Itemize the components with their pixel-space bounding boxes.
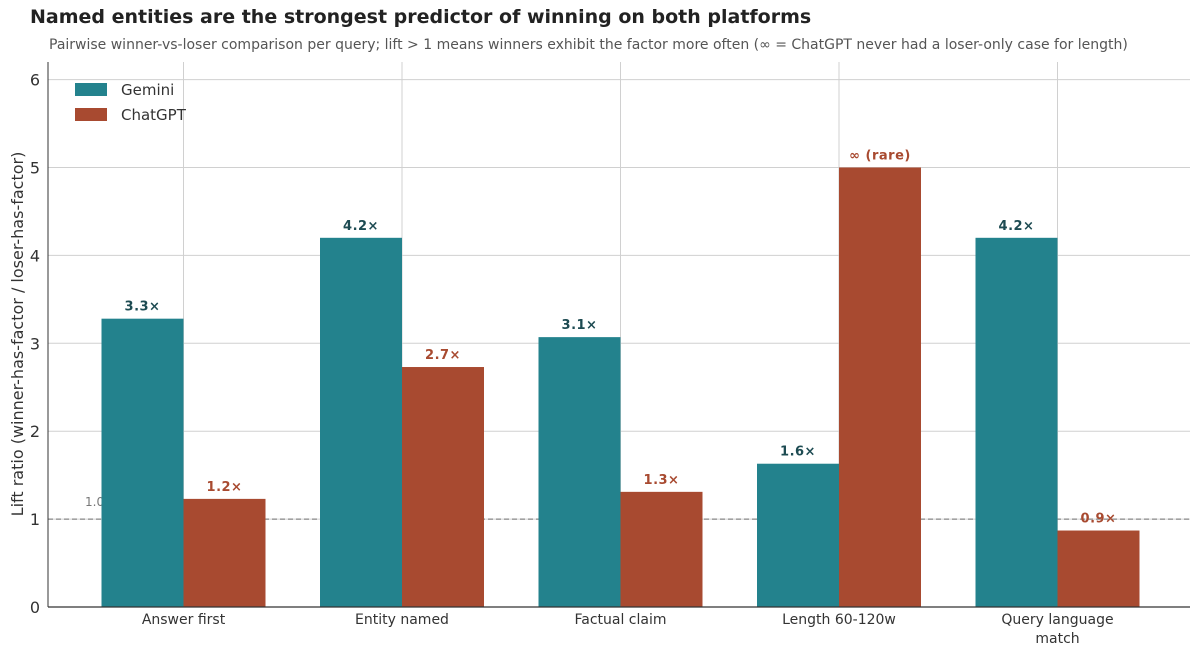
bar-gemini <box>975 237 1058 607</box>
value-label-gemini: 1.6× <box>780 445 816 460</box>
y-tick-label: 6 <box>30 71 40 90</box>
bar-gemini <box>101 318 184 607</box>
value-label-chatgpt: 1.3× <box>644 473 680 488</box>
value-label-gemini: 3.3× <box>125 300 161 315</box>
legend: Gemini ChatGPT <box>75 81 187 124</box>
bar-chatgpt <box>402 367 484 607</box>
y-tick-label: 0 <box>30 598 40 617</box>
value-label-gemini: 4.2× <box>343 219 379 234</box>
x-tick-label: Query language match <box>1001 612 1113 647</box>
x-tick-label: Answer first <box>142 612 226 628</box>
y-tick-label: 3 <box>30 334 40 353</box>
x-tick-label: Factual claim <box>574 612 666 628</box>
value-label-chatgpt: 1.2× <box>207 480 243 495</box>
bar-chatgpt <box>1057 530 1140 607</box>
legend-label-chatgpt: ChatGPT <box>121 106 187 124</box>
legend-swatch-gemini <box>75 83 107 96</box>
x-tick-label: Length 60-120w <box>782 612 896 628</box>
bar-gemini <box>538 337 621 607</box>
bar-chatgpt <box>620 491 703 607</box>
value-label-gemini: 4.2× <box>999 219 1035 234</box>
bar-gemini <box>757 463 839 607</box>
bar-gemini <box>320 237 402 607</box>
y-axis-label: Lift ratio (winner-has-factor / loser-ha… <box>8 152 27 517</box>
axes: 0 1 2 3 4 5 6 Answer first Entity named Factual c… <box>30 62 1190 647</box>
value-labels: 3.3× 4.2× 3.1× 1.6× 4.2× 1.2× 2.7× 1.3× ∞ (rare)… <box>125 148 1117 527</box>
y-tick-label: 4 <box>30 246 40 265</box>
x-tick-label: Entity named <box>355 612 449 628</box>
legend-swatch-chatgpt <box>75 108 107 121</box>
value-label-chatgpt: 2.7× <box>425 348 461 363</box>
value-label-chatgpt: 0.9× <box>1081 512 1117 527</box>
y-tick-label: 5 <box>30 158 40 177</box>
bar-chatgpt <box>839 167 921 607</box>
value-label-chatgpt: ∞ (rare) <box>849 148 911 163</box>
chart-title: Named entities are the strongest predict… <box>30 6 812 28</box>
y-tick-label: 2 <box>30 422 40 441</box>
bars <box>101 167 1140 607</box>
chart-subtitle: Pairwise winner-vs-loser comparison per … <box>49 37 1128 53</box>
value-label-gemini: 3.1× <box>562 318 598 333</box>
bar-chatgpt <box>183 498 266 607</box>
legend-label-gemini: Gemini <box>121 81 174 99</box>
y-tick-label: 1 <box>30 510 40 529</box>
